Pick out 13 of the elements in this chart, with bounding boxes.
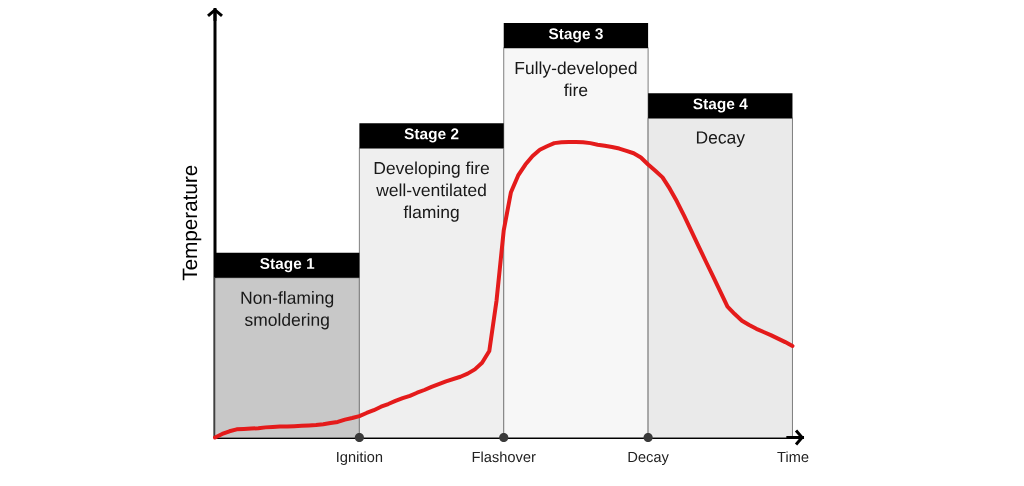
annotation: Decay (696, 131, 745, 148)
x-tick-label: Ignition (337, 451, 383, 466)
annotation: Non-flaming smoldering (241, 291, 334, 330)
x-tick-label: Decay (628, 451, 669, 466)
x-tick-label: Flashover (472, 451, 536, 463)
annotation: Stage 4 (693, 98, 748, 113)
y-axis-title: Temperature (182, 165, 202, 281)
annotation: Stage 2 (404, 128, 459, 143)
annotation: Developing fire well-ventilated flaming (374, 161, 489, 222)
annotation: Stage 1 (260, 258, 315, 273)
annotation: Stage 3 (548, 28, 603, 43)
x-axis-title: Time (777, 451, 809, 463)
annotation: Fully-developed fire (515, 61, 637, 97)
